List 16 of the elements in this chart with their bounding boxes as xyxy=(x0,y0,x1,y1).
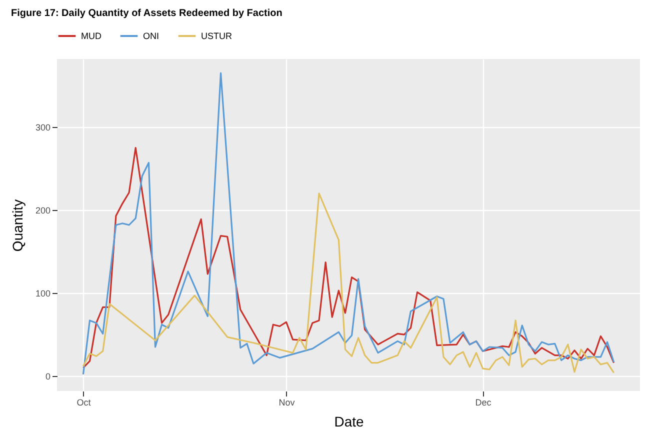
x-tick-label: Nov xyxy=(278,398,296,408)
y-tick-label: 200 xyxy=(35,206,50,216)
legend-label: MUD xyxy=(81,31,102,41)
legend-label: ONI xyxy=(143,31,160,41)
chart-title: Figure 17: Daily Quantity of Assets Redeemed by Faction xyxy=(10,8,282,19)
y-tick-label: 100 xyxy=(35,288,50,299)
y-axis-title: Quantity xyxy=(9,199,26,252)
line-series xyxy=(82,192,615,374)
line-series xyxy=(82,147,615,369)
line-series xyxy=(82,72,615,376)
y-tick-label: 0 xyxy=(45,372,50,382)
legend-label: USTUR xyxy=(201,31,232,41)
x-axis-title: Date xyxy=(334,414,364,430)
x-tick-label: Dec xyxy=(475,398,492,408)
x-tick-label: Oct xyxy=(76,398,92,408)
y-tick-label: 300 xyxy=(35,122,50,133)
